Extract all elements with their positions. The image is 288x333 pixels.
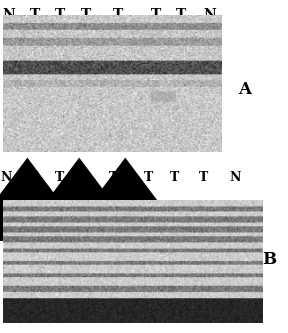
Text: N: N [2,8,15,22]
Text: T: T [144,171,153,184]
Text: T: T [29,171,38,184]
Text: B: B [262,251,276,268]
Text: T: T [150,8,161,22]
Text: N: N [0,171,12,184]
Text: T: T [29,8,40,22]
Text: N: N [204,8,217,22]
Text: A: A [238,81,251,99]
Text: T: T [54,171,64,184]
Text: T: T [176,8,187,22]
Text: T: T [55,8,66,22]
Text: T: T [80,171,90,184]
Text: T: T [109,171,118,184]
Text: T: T [81,8,92,22]
Text: T: T [170,171,179,184]
Text: T: T [198,171,208,184]
Text: T: T [113,8,123,22]
Text: N: N [229,171,240,184]
